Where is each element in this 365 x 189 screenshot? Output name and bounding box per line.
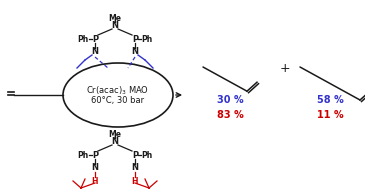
Text: 60°C, 30 bar: 60°C, 30 bar — [92, 97, 145, 105]
Text: Ph: Ph — [141, 35, 153, 43]
Text: Ph: Ph — [77, 35, 89, 43]
Text: Ph: Ph — [77, 150, 89, 160]
Text: H: H — [92, 177, 98, 185]
Text: N: N — [92, 47, 99, 57]
Text: P: P — [132, 35, 138, 43]
Text: 83 %: 83 % — [216, 110, 243, 120]
Text: 30 %: 30 % — [217, 95, 243, 105]
Text: +: + — [280, 61, 290, 74]
Text: N: N — [92, 163, 99, 173]
Text: Me: Me — [108, 14, 122, 23]
Text: N: N — [111, 138, 119, 146]
Text: Me: Me — [108, 130, 122, 139]
Text: N: N — [131, 163, 138, 173]
Text: P: P — [132, 150, 138, 160]
Text: 11 %: 11 % — [317, 110, 343, 120]
Text: 58 %: 58 % — [316, 95, 343, 105]
Text: N: N — [131, 47, 138, 57]
Text: Cr(acac)$_3$ MAO: Cr(acac)$_3$ MAO — [87, 85, 150, 97]
Text: N: N — [111, 22, 119, 30]
Text: H: H — [132, 177, 138, 185]
Text: P: P — [92, 35, 98, 43]
Text: Ph: Ph — [141, 150, 153, 160]
Text: P: P — [92, 150, 98, 160]
